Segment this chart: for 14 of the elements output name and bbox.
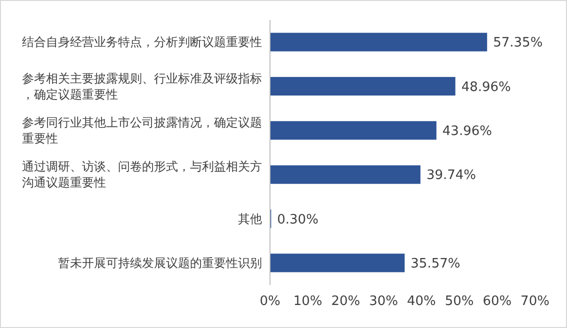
x-tick-label: 10% xyxy=(293,294,322,309)
data-label: 39.74% xyxy=(426,168,476,184)
x-tick-label: 50% xyxy=(444,294,474,309)
data-label: 43.96% xyxy=(442,124,492,139)
data-label: 0.30% xyxy=(277,212,318,228)
x-tick-label: 40% xyxy=(406,294,436,309)
data-label: 57.35% xyxy=(493,36,543,51)
x-tick-label: 70% xyxy=(520,294,550,309)
x-tick-label: 0% xyxy=(260,294,280,309)
x-tick-label: 60% xyxy=(482,294,512,309)
x-tick-label: 20% xyxy=(331,294,360,309)
data-label: 35.57% xyxy=(410,256,460,272)
x-tick-label: 30% xyxy=(369,294,398,309)
data-label: 48.96% xyxy=(461,80,511,95)
